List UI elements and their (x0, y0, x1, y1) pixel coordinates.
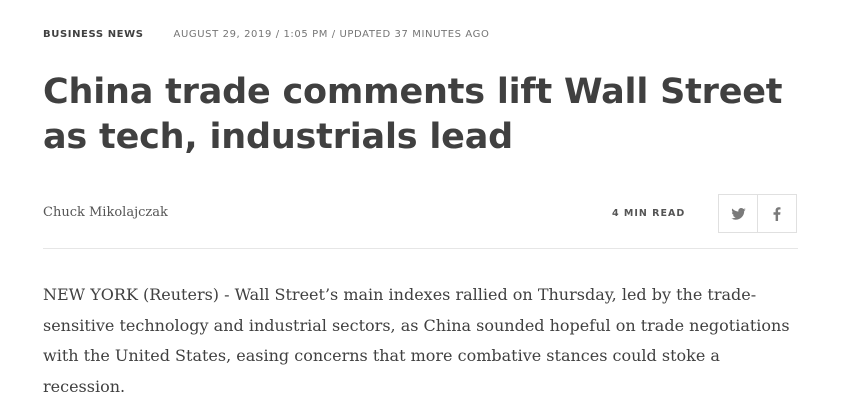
divider (43, 248, 798, 249)
dateline: AUGUST 29, 2019 / 1:05 PM / UPDATED 37 M… (173, 29, 490, 40)
twitter-icon (730, 207, 746, 220)
article-headline: China trade comments lift Wall Street as… (43, 72, 783, 157)
twitter-share-button[interactable] (719, 195, 757, 232)
article-meta: BUSINESS NEWS AUGUST 29, 2019 / 1:05 PM … (43, 29, 489, 40)
read-time: 4 MIN READ (612, 208, 686, 219)
lead-paragraph: NEW YORK (Reuters) - Wall Street’s main … (43, 285, 790, 396)
share-buttons (718, 194, 797, 233)
author-link[interactable]: Chuck Mikolajczak (43, 205, 168, 220)
facebook-icon (773, 206, 781, 221)
channel-link[interactable]: BUSINESS NEWS (43, 29, 144, 40)
facebook-share-button[interactable] (757, 195, 796, 232)
